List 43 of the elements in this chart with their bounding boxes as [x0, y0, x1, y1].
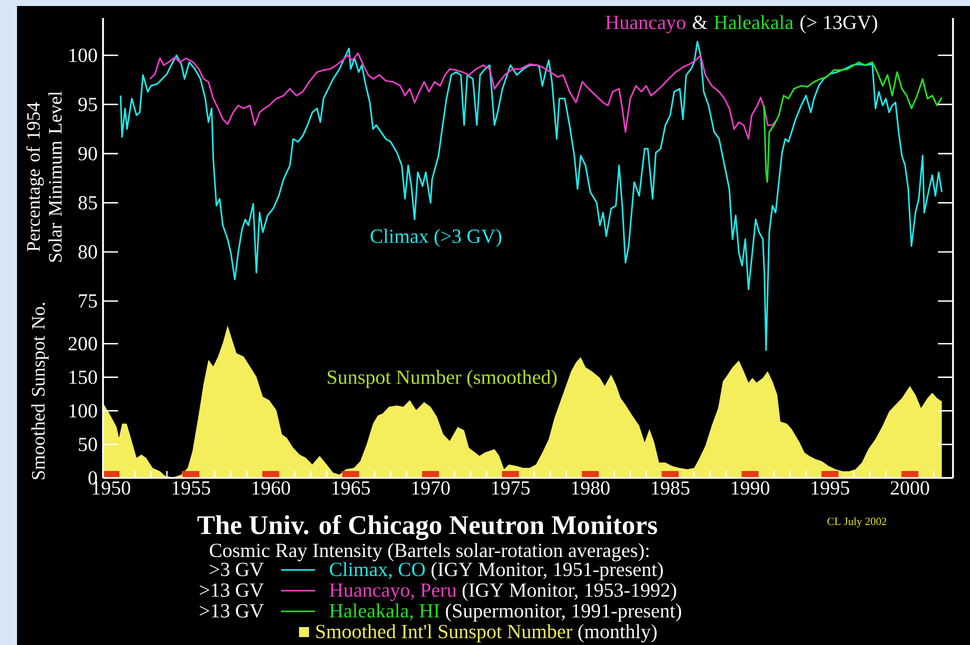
text: (IGY Monitor, 1953-1992): [462, 582, 676, 601]
y-tick-label: 90: [78, 146, 97, 160]
annotation: Climax (>3 GV): [370, 228, 502, 248]
y-tick-label: 100: [70, 48, 97, 62]
x-tick-label: 1965: [332, 481, 370, 495]
line-series: [763, 61, 943, 183]
x-tick-label: 1995: [812, 481, 850, 495]
x-tick-label: 2000: [890, 481, 930, 495]
y-tick-label: 50: [78, 438, 97, 452]
x-tick-label: 1980: [572, 481, 610, 495]
legend-label: Climax, CO: [330, 562, 425, 580]
annotation: (> 13GV): [800, 15, 878, 34]
annotation: &: [692, 16, 708, 30]
y-tick-label: 100: [70, 404, 97, 418]
x-tick-label: 1975: [492, 481, 530, 495]
text: The Univ. of Chicago Neutron Monitors: [197, 514, 658, 540]
y-tick-label: 200: [68, 336, 97, 350]
annotation: Huancayo: [606, 16, 686, 34]
text: >13 GV: [200, 583, 264, 597]
text: (monthly): [578, 624, 657, 642]
y-tick-label: 95: [78, 98, 97, 112]
y-tick-label: 75: [79, 294, 97, 308]
y-axis-title: Percentage of 1954 Solar Minimum Level: [26, 91, 62, 262]
x-tick-label: 1955: [172, 481, 210, 495]
text: (Supermonitor, 1991-present): [446, 604, 682, 622]
annotation: Sunspot Number (smoothed): [328, 370, 557, 388]
x-tick-label: 1985: [652, 481, 690, 495]
x-tick-label: 1960: [252, 481, 290, 495]
y-tick-label: 80: [78, 245, 97, 259]
y-tick-label: 150: [70, 370, 97, 384]
text: >3 GV: [210, 562, 264, 576]
x-tick-label: 1990: [732, 481, 770, 495]
text: >13 GV: [200, 604, 264, 618]
y-tick-label: 85: [78, 196, 97, 210]
annotation: Haleakala: [714, 15, 794, 30]
y-axis-title: Smoothed Sunspot No.: [31, 302, 49, 480]
legend-label: Smoothed Int'l Sunspot Number: [316, 624, 572, 642]
legend-label: Haleakala, HI: [330, 604, 440, 620]
text: (IGY Monitor, 1951-present): [432, 562, 663, 580]
legend-title: Cosmic Ray Intensity (Bartels solar-rotation averages):: [210, 543, 649, 562]
legend-label: Huancayo, Peru: [330, 584, 456, 601]
x-tick-label: 1970: [412, 481, 450, 495]
text: CL July 2002: [827, 517, 886, 528]
